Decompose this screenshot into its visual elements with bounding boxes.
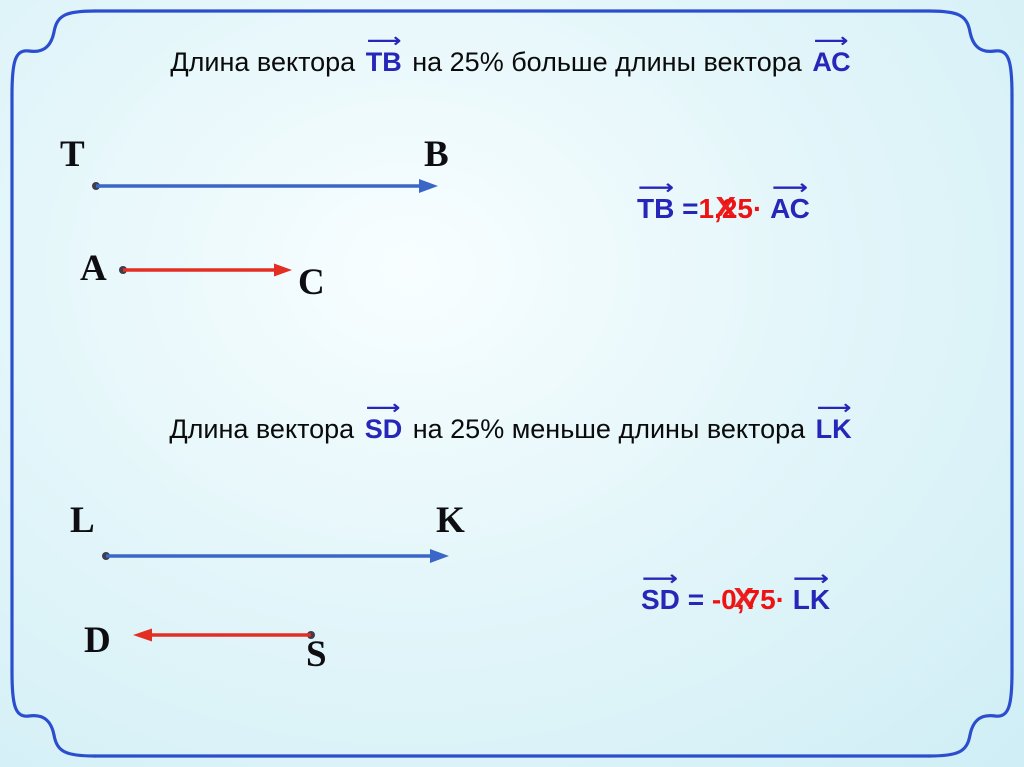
vector-name: LK	[815, 414, 852, 444]
vector-name: ТВ	[365, 47, 402, 77]
vector-arrow-icon: ⟶	[814, 29, 849, 53]
vector-name: LK	[792, 584, 831, 615]
coefficient-value: 1,25	[698, 193, 753, 224]
multiply-cross-icon: х	[733, 574, 754, 616]
vector-arrow-icon: ⟶	[642, 565, 679, 590]
arrowhead-icon	[133, 628, 152, 642]
formula-rhs-LK: ⟶ LK	[792, 568, 831, 616]
vector-name: ТВ	[637, 193, 675, 224]
blue-vector-LK	[102, 549, 449, 563]
section1-title: Длина вектора ⟶ ТВ на 25% больше длины ве…	[40, 31, 984, 78]
vector-arrow-icon: ⟶	[366, 396, 401, 420]
title-text-pre: Длина вектора	[169, 414, 355, 444]
title-vector-LK: ⟶ LK	[815, 398, 852, 445]
point-label-L: L	[70, 500, 95, 541]
title-text-mid: на 25% меньше длины вектора	[412, 414, 806, 444]
vector-arrow-icon: ⟶	[771, 174, 809, 199]
equals-sign: =	[687, 584, 705, 615]
vector-arrow-icon: ⟶	[816, 396, 852, 420]
title-text-pre: Длина вектора	[170, 47, 356, 77]
multiplication-dot: ·	[752, 193, 763, 224]
point-label-B: В	[424, 134, 449, 175]
coefficient: -0,75 х	[711, 577, 776, 616]
point-label-T: Т	[60, 134, 85, 175]
point-label-C: С	[298, 262, 325, 303]
vector-arrow-icon: ⟶	[793, 565, 830, 590]
title-text-mid: на 25% больше длины вектора	[412, 47, 802, 77]
arrowhead-icon	[430, 549, 449, 563]
equals-sign: =	[682, 193, 699, 224]
coefficient-value: -0,75	[711, 584, 776, 615]
point-label-A: А	[80, 248, 107, 289]
multiplication-dot: ·	[775, 584, 785, 615]
vector-arrow-icon: ⟶	[637, 174, 674, 199]
formula-rhs-AC: ⟶ АС	[770, 177, 810, 225]
vector-arrow-icon: ⟶	[366, 29, 402, 53]
arrowhead-icon	[274, 263, 292, 277]
title-vector-SD: ⟶ SD	[364, 398, 403, 445]
vector-name: АС	[770, 193, 810, 224]
point-label-D: D	[84, 620, 111, 661]
formula-SD: ⟶ SD = -0,75 х · ⟶ LK	[641, 568, 831, 616]
tail-dot	[119, 266, 127, 274]
frame-lines	[10, 9, 1014, 758]
vector-name: SD	[641, 584, 680, 615]
vector-name: SD	[364, 414, 403, 444]
coefficient: 1,25 х	[698, 186, 753, 225]
frame-corner-bottom-right	[927, 670, 1014, 758]
tail-dot	[92, 182, 100, 190]
point-label-S: S	[306, 634, 327, 675]
formula-lhs-TB: ⟶ ТВ	[637, 177, 675, 225]
arrowhead-icon	[419, 179, 438, 193]
vector-name: АС	[812, 47, 851, 77]
blue-vector-TB	[92, 179, 438, 193]
point-label-K: K	[436, 500, 465, 541]
formula-lhs-SD: ⟶ SD	[641, 568, 680, 616]
formula-TB: ⟶ ТВ =1,25 х · ⟶ АС	[637, 177, 810, 225]
red-vector-SD	[133, 628, 315, 642]
title-vector-AC: ⟶ АС	[812, 31, 851, 78]
section2-title: Длина вектора ⟶ SD на 25% меньше длины ве…	[40, 398, 984, 445]
red-vector-AC	[119, 263, 292, 277]
title-vector-TB: ⟶ ТВ	[365, 31, 402, 78]
multiply-cross-icon: х	[715, 183, 736, 225]
frame-corner-bottom-left	[10, 670, 97, 758]
tail-dot	[102, 552, 110, 560]
